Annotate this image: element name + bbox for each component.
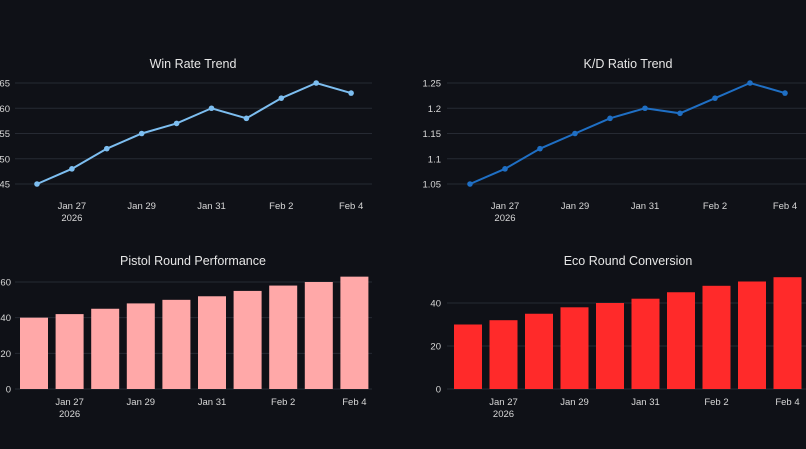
chart-4: Eco Round Conversion 0 20 40 Jan 27 Jan 29 Jan… xyxy=(430,254,806,420)
data-point[interactable] xyxy=(69,166,75,172)
bar[interactable] xyxy=(702,285,731,389)
y-tick-label: 20 xyxy=(0,349,11,360)
data-point[interactable] xyxy=(467,181,473,187)
x-tick-year: 2026 xyxy=(59,409,80,420)
data-point[interactable] xyxy=(243,115,250,122)
bar[interactable] xyxy=(525,313,553,389)
x-tick-label: Feb 4 xyxy=(339,201,363,212)
bar[interactable] xyxy=(596,303,624,389)
y-tick-label: 60 xyxy=(0,104,10,115)
data-point[interactable] xyxy=(348,90,354,96)
x-tick-year: 2026 xyxy=(493,409,514,420)
data-point[interactable] xyxy=(712,95,718,101)
chart-title: Eco Round Conversion xyxy=(564,254,693,268)
x-tick-label: Feb 2 xyxy=(704,397,728,408)
bar[interactable] xyxy=(162,299,191,389)
data-point[interactable] xyxy=(642,105,648,112)
chart-title: Pistol Round Performance xyxy=(120,254,266,268)
data-point[interactable] xyxy=(502,166,508,172)
bar[interactable] xyxy=(560,307,589,389)
chart-1: Win Rate Trend 45 50 55 60 65 Jan 27 Jan 29 Jan … xyxy=(0,57,372,224)
bar[interactable] xyxy=(269,285,298,389)
bar[interactable] xyxy=(773,277,802,389)
bar[interactable] xyxy=(126,303,155,389)
y-tick-label: 0 xyxy=(6,385,11,396)
x-tick-label: Jan 31 xyxy=(631,201,660,212)
x-tick-label: Feb 4 xyxy=(342,397,366,408)
series-line xyxy=(469,81,786,185)
bar[interactable] xyxy=(91,308,120,389)
data-point[interactable] xyxy=(537,145,543,152)
x-tick-label: Jan 31 xyxy=(197,201,226,212)
x-tick-label: Jan 27 xyxy=(491,201,520,212)
data-point[interactable] xyxy=(747,80,753,86)
x-tick-label: Jan 27 xyxy=(55,397,84,408)
y-tick-label: 45 xyxy=(0,180,10,191)
data-point[interactable] xyxy=(208,105,215,112)
data-point[interactable] xyxy=(173,120,180,127)
y-tick-label: 65 xyxy=(0,79,10,90)
bar[interactable] xyxy=(631,298,660,389)
bar[interactable] xyxy=(55,314,84,389)
y-tick-label: 1.05 xyxy=(423,180,442,191)
bar[interactable] xyxy=(340,276,369,389)
y-tick-label: 1.25 xyxy=(423,79,442,90)
chart-title: Win Rate Trend xyxy=(150,57,237,71)
x-tick-label: Feb 2 xyxy=(703,201,727,212)
bar[interactable] xyxy=(198,296,226,389)
x-tick-label: Jan 31 xyxy=(198,397,227,408)
y-tick-label: 40 xyxy=(430,299,441,310)
x-tick-label: Jan 29 xyxy=(560,397,589,408)
data-point[interactable] xyxy=(677,110,683,117)
y-tick-label: 20 xyxy=(430,342,441,353)
data-point[interactable] xyxy=(313,80,320,86)
data-point[interactable] xyxy=(34,181,40,187)
data-point[interactable] xyxy=(782,90,788,96)
series-line xyxy=(36,81,352,185)
bar[interactable] xyxy=(667,292,695,389)
x-tick-label: Jan 29 xyxy=(127,201,156,212)
data-point[interactable] xyxy=(278,95,285,101)
bar[interactable] xyxy=(738,281,766,390)
x-tick-year: 2026 xyxy=(494,213,515,224)
y-tick-label: 55 xyxy=(0,129,10,140)
chart-title: K/D Ratio Trend xyxy=(584,57,673,71)
x-tick-label: Feb 2 xyxy=(271,397,295,408)
bar[interactable] xyxy=(233,290,262,389)
x-tick-year: 2026 xyxy=(61,213,82,224)
y-tick-label: 1.15 xyxy=(423,129,442,140)
x-tick-label: Jan 29 xyxy=(561,201,590,212)
y-tick-label: 60 xyxy=(0,278,11,289)
x-tick-label: Feb 4 xyxy=(775,397,799,408)
chart-3: Pistol Round Performance 0 20 40 60 Jan 27 Jan… xyxy=(0,254,372,420)
y-tick-label: 1.1 xyxy=(428,154,441,165)
x-tick-label: Jan 29 xyxy=(127,397,156,408)
y-tick-label: 40 xyxy=(0,313,11,324)
x-tick-label: Jan 27 xyxy=(58,201,87,212)
data-point[interactable] xyxy=(104,145,110,152)
bar[interactable] xyxy=(20,317,48,389)
data-point[interactable] xyxy=(572,130,578,137)
bar[interactable] xyxy=(489,320,518,389)
data-point[interactable] xyxy=(607,115,613,122)
y-tick-label: 50 xyxy=(0,154,10,165)
chart-2: K/D Ratio Trend 1.05 1.1 1.15 1.2 1.25 Jan 27 J… xyxy=(423,57,806,224)
bar[interactable] xyxy=(304,282,333,389)
y-tick-label: 1.2 xyxy=(428,104,441,115)
x-tick-label: Jan 31 xyxy=(631,397,660,408)
data-point[interactable] xyxy=(138,130,145,137)
x-tick-label: Feb 4 xyxy=(773,201,797,212)
y-tick-label: 0 xyxy=(436,385,441,396)
x-tick-label: Jan 27 xyxy=(489,397,518,408)
bar[interactable] xyxy=(454,324,482,390)
x-tick-label: Feb 2 xyxy=(269,201,293,212)
